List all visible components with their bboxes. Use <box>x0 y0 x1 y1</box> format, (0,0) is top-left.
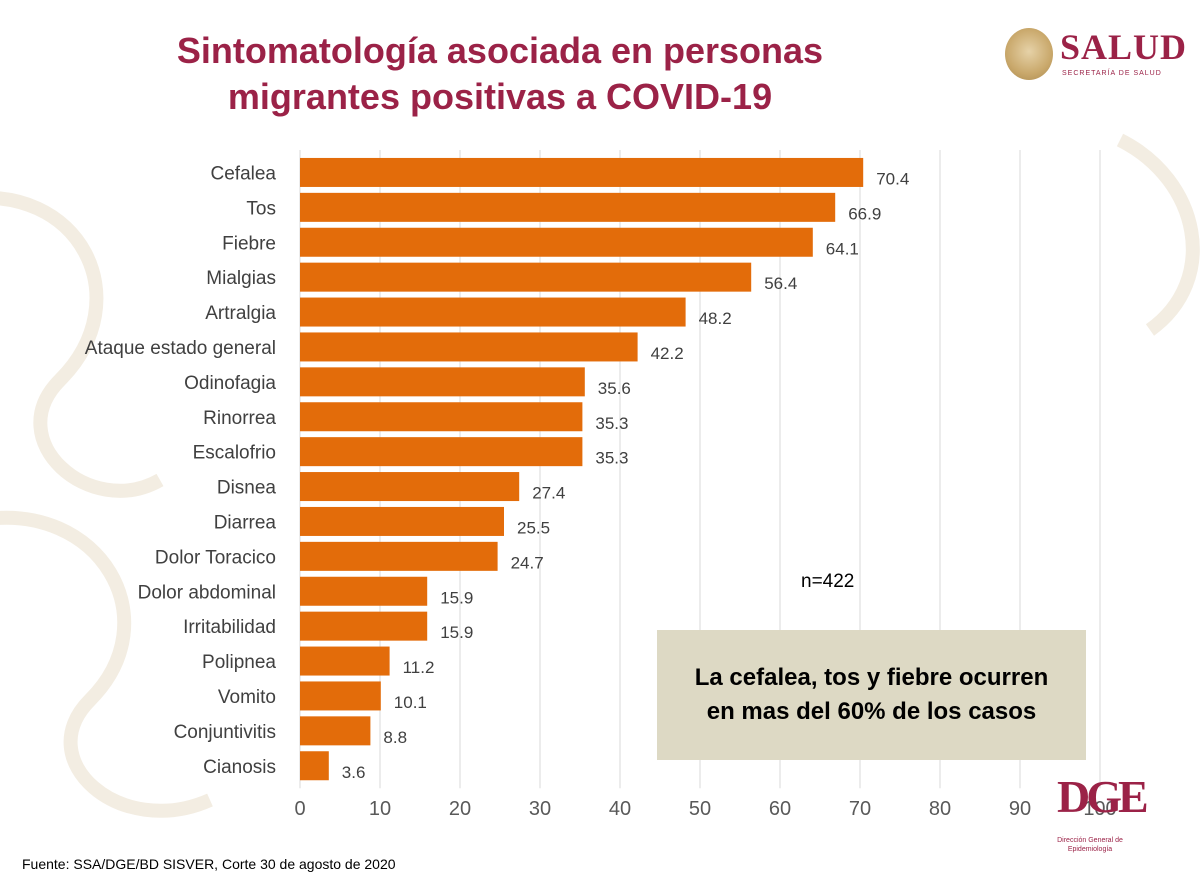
category-label: Conjuntivitis <box>174 722 276 743</box>
x-tick-label: 80 <box>929 798 951 820</box>
data-label: 35.6 <box>598 379 631 398</box>
dge-logo-subtitle: Dirección General de Epidemiología <box>1057 837 1123 853</box>
data-label: 35.3 <box>595 414 628 433</box>
bar <box>300 297 686 327</box>
bar <box>300 472 520 502</box>
x-tick-label: 60 <box>769 798 791 820</box>
x-tick-label: 0 <box>294 798 305 820</box>
sample-size-label: n=422 <box>801 571 855 592</box>
bar <box>300 681 381 711</box>
x-tick-label: 90 <box>1009 798 1031 820</box>
bar <box>300 192 836 222</box>
category-label: Rinorrea <box>203 408 276 429</box>
data-label: 3.6 <box>342 763 366 782</box>
bar <box>300 437 583 467</box>
category-label: Cianosis <box>203 757 276 778</box>
data-label: 25.5 <box>517 518 550 537</box>
category-label: Dolor Toracico <box>155 547 276 568</box>
x-tick-label: 40 <box>609 798 631 820</box>
dge-logo: DGE Dirección General de Epidemiología <box>1035 770 1149 860</box>
bar <box>300 157 864 187</box>
category-label: Fiebre <box>222 233 276 254</box>
data-label: 42.2 <box>651 344 684 363</box>
source-note: Fuente: SSA/DGE/BD SISVER, Corte 30 de a… <box>22 856 396 872</box>
bar <box>300 646 390 676</box>
category-label: Vomito <box>218 687 276 708</box>
category-label: Mialgias <box>206 268 276 289</box>
category-label: Odinofagia <box>184 373 276 394</box>
category-label: Polipnea <box>202 652 276 673</box>
salud-logo-text: SALUD <box>1060 27 1188 67</box>
x-tick-label: 30 <box>529 798 551 820</box>
callout-box: La cefalea, tos y fiebre ocurren en mas … <box>657 630 1086 760</box>
data-label: 15.9 <box>440 623 473 642</box>
data-label: 11.2 <box>403 658 435 677</box>
x-tick-label: 100 <box>1083 798 1116 820</box>
bar <box>300 541 498 571</box>
bar <box>300 367 585 397</box>
category-label: Artralgia <box>205 303 276 324</box>
x-tick-label: 20 <box>449 798 471 820</box>
data-label: 10.1 <box>394 693 427 712</box>
bar <box>300 506 504 536</box>
category-label: Dolor abdominal <box>138 582 276 603</box>
category-label: Irritabilidad <box>183 617 276 638</box>
x-tick-label: 10 <box>369 798 391 820</box>
salud-logo-subtitle: SECRETARÍA DE SALUD <box>1062 70 1162 77</box>
data-label: 70.4 <box>876 169 909 188</box>
bar <box>300 227 813 257</box>
category-label: Diarrea <box>214 512 277 533</box>
bar <box>300 576 428 606</box>
data-label: 35.3 <box>595 449 628 468</box>
data-label: 48.2 <box>699 309 732 328</box>
title-line-1: Sintomatología asociada en personas <box>176 30 824 71</box>
data-label: 8.8 <box>383 728 407 747</box>
data-label: 24.7 <box>511 553 544 572</box>
bar <box>300 332 638 362</box>
bar <box>300 262 752 292</box>
data-label: 27.4 <box>532 484 565 503</box>
title-line-2: migrantes positivas a COVID-19 <box>227 76 773 117</box>
dge-logo-mark: DGE <box>1057 771 1149 822</box>
data-label: 66.9 <box>848 204 881 223</box>
bar <box>300 716 371 746</box>
callout-text: La cefalea, tos y fiebre ocurren en mas … <box>694 664 1049 725</box>
chart-title: Sintomatología asociada en personas migr… <box>110 28 890 120</box>
x-tick-label: 50 <box>689 798 711 820</box>
data-label: 64.1 <box>826 239 859 258</box>
data-label: 56.4 <box>764 274 797 293</box>
x-tick-label: 70 <box>849 798 871 820</box>
category-label: Escalofrio <box>193 443 276 464</box>
category-label: Disnea <box>217 478 277 499</box>
bar <box>300 611 428 641</box>
category-label: Tos <box>246 198 276 219</box>
data-label: 15.9 <box>440 588 473 607</box>
seal-icon <box>1005 28 1053 80</box>
bar <box>300 751 329 781</box>
bar <box>300 402 583 432</box>
salud-logo: SALUD SECRETARÍA DE SALUD <box>1005 26 1186 86</box>
category-label: Cefalea <box>211 163 277 184</box>
category-label: Ataque estado general <box>85 338 276 359</box>
